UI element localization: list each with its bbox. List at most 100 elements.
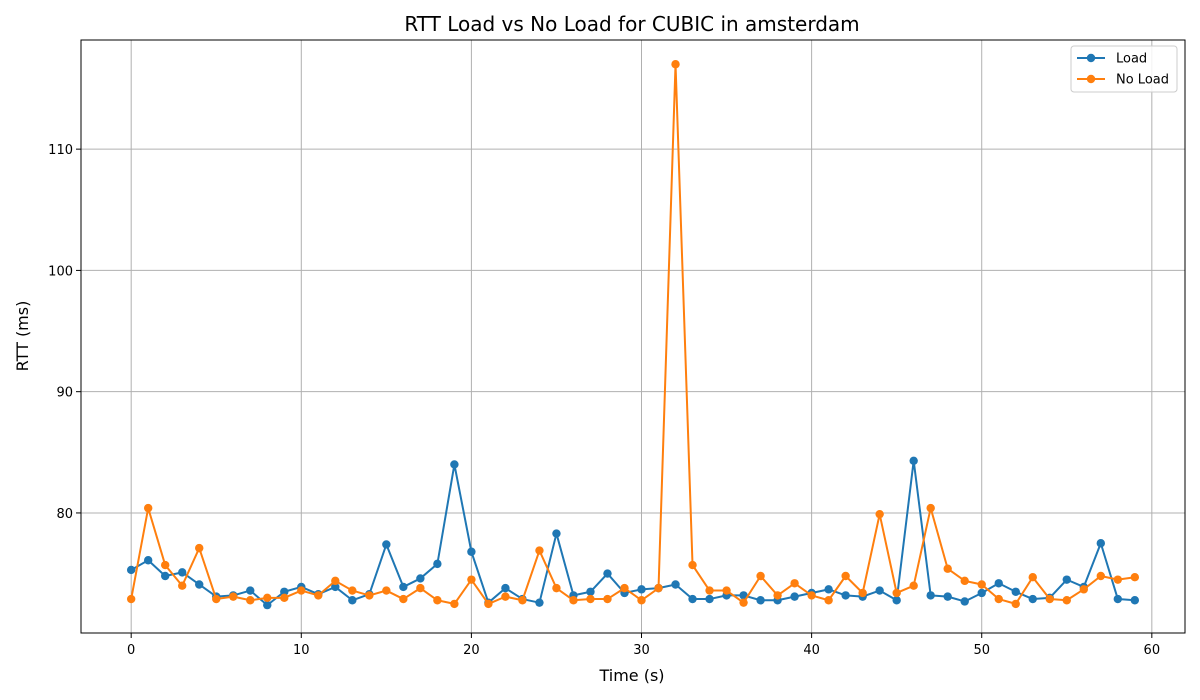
data-point-load: [433, 559, 442, 569]
data-point-no-load: [909, 581, 918, 590]
data-point-no-load: [875, 509, 884, 519]
data-point-load: [960, 597, 969, 606]
data-point-load: [790, 592, 799, 601]
legend-marker-load: [1086, 53, 1096, 63]
data-point-load: [552, 529, 561, 538]
data-point-no-load: [1028, 573, 1037, 582]
data-point-load: [705, 594, 714, 604]
data-point-no-load: [671, 60, 680, 69]
data-point-load: [688, 594, 697, 604]
data-point-no-load: [195, 543, 204, 553]
data-point-load: [943, 592, 952, 601]
data-point-no-load: [926, 503, 935, 513]
data-point-no-load: [807, 591, 816, 600]
data-point-no-load: [586, 594, 595, 604]
y-ticks: 80 90 100 110: [48, 143, 81, 522]
data-point-load: [875, 586, 884, 595]
data-point-load: [1028, 594, 1037, 604]
series-group: [126, 60, 1140, 610]
data-point-load: [161, 571, 170, 581]
data-point-load: [348, 596, 357, 605]
x-tick-label: 20: [463, 643, 480, 658]
data-point-load: [892, 596, 901, 605]
data-point-no-load: [841, 571, 850, 581]
data-point-no-load: [569, 596, 578, 605]
data-point-load: [263, 600, 272, 610]
data-point-no-load: [858, 588, 867, 598]
data-point-no-load: [246, 596, 255, 605]
chart-title: RTT Load vs No Load for CUBIC in amsterd…: [404, 12, 859, 36]
data-point-no-load: [824, 596, 833, 605]
data-point-no-load: [722, 586, 731, 595]
data-point-no-load: [688, 560, 697, 570]
data-point-no-load: [1113, 575, 1123, 584]
data-point-no-load: [637, 596, 646, 605]
y-tick-label: 110: [48, 143, 73, 158]
data-point-load: [246, 586, 255, 595]
data-point-no-load: [365, 591, 374, 600]
y-tick-label: 100: [48, 264, 73, 279]
data-point-load: [1130, 596, 1140, 605]
data-point-load: [603, 569, 612, 578]
y-axis-label: RTT (ms): [13, 301, 32, 372]
data-point-no-load: [348, 586, 357, 595]
data-point-no-load: [229, 592, 238, 601]
plot-frame: [80, 39, 1186, 634]
data-point-no-load: [620, 583, 629, 593]
data-point-no-load: [773, 591, 782, 600]
data-point-load: [1011, 587, 1020, 596]
series-load: [126, 456, 1140, 610]
x-axis-label: Time (s): [598, 666, 664, 685]
data-point-no-load: [1062, 596, 1071, 605]
data-point-no-load: [161, 560, 170, 570]
data-point-load: [416, 574, 425, 583]
legend-label-no-load: No Load: [1116, 73, 1169, 88]
data-point-no-load: [790, 579, 799, 588]
data-point-load: [126, 565, 136, 575]
data-point-load: [671, 580, 680, 589]
data-point-load: [739, 591, 748, 600]
data-point-load: [382, 540, 391, 549]
data-point-no-load: [943, 564, 952, 573]
data-point-load: [909, 456, 918, 465]
data-point-load: [501, 583, 510, 593]
y-tick-label: 90: [56, 386, 73, 401]
data-point-load: [178, 568, 187, 577]
data-point-no-load: [739, 598, 748, 607]
data-point-load: [450, 460, 459, 469]
data-point-load: [280, 587, 289, 596]
legend-marker-no-load: [1086, 74, 1096, 84]
data-point-load: [1113, 594, 1123, 604]
data-point-no-load: [433, 596, 442, 605]
data-point-no-load: [1079, 585, 1088, 594]
data-point-no-load: [603, 594, 612, 604]
data-point-no-load: [314, 591, 323, 600]
data-point-no-load: [994, 594, 1003, 604]
x-tick-label: 10: [293, 643, 310, 658]
data-point-no-load: [280, 593, 289, 603]
x-ticks: 0 10 20 30 40 50 60: [127, 633, 1160, 658]
y-tick-label: 80: [56, 507, 73, 522]
data-point-load: [535, 598, 544, 607]
x-tick-label: 50: [973, 643, 990, 658]
data-point-no-load: [1045, 594, 1054, 604]
data-point-load: [143, 556, 153, 565]
data-point-no-load: [977, 580, 986, 589]
series-no-load: [126, 60, 1140, 609]
data-point-no-load: [467, 575, 476, 584]
x-tick-label: 0: [127, 643, 135, 658]
data-point-no-load: [705, 586, 714, 595]
data-point-load: [399, 582, 408, 592]
data-point-no-load: [263, 593, 272, 603]
data-point-no-load: [178, 581, 187, 590]
data-point-load: [467, 547, 476, 556]
data-point-load: [977, 588, 986, 598]
data-point-no-load: [143, 503, 153, 513]
data-point-no-load: [518, 596, 527, 605]
data-point-no-load: [756, 571, 765, 581]
data-point-no-load: [654, 583, 663, 593]
x-tick-label: 60: [1144, 643, 1161, 658]
data-point-no-load: [484, 599, 493, 609]
data-point-no-load: [1130, 573, 1140, 582]
